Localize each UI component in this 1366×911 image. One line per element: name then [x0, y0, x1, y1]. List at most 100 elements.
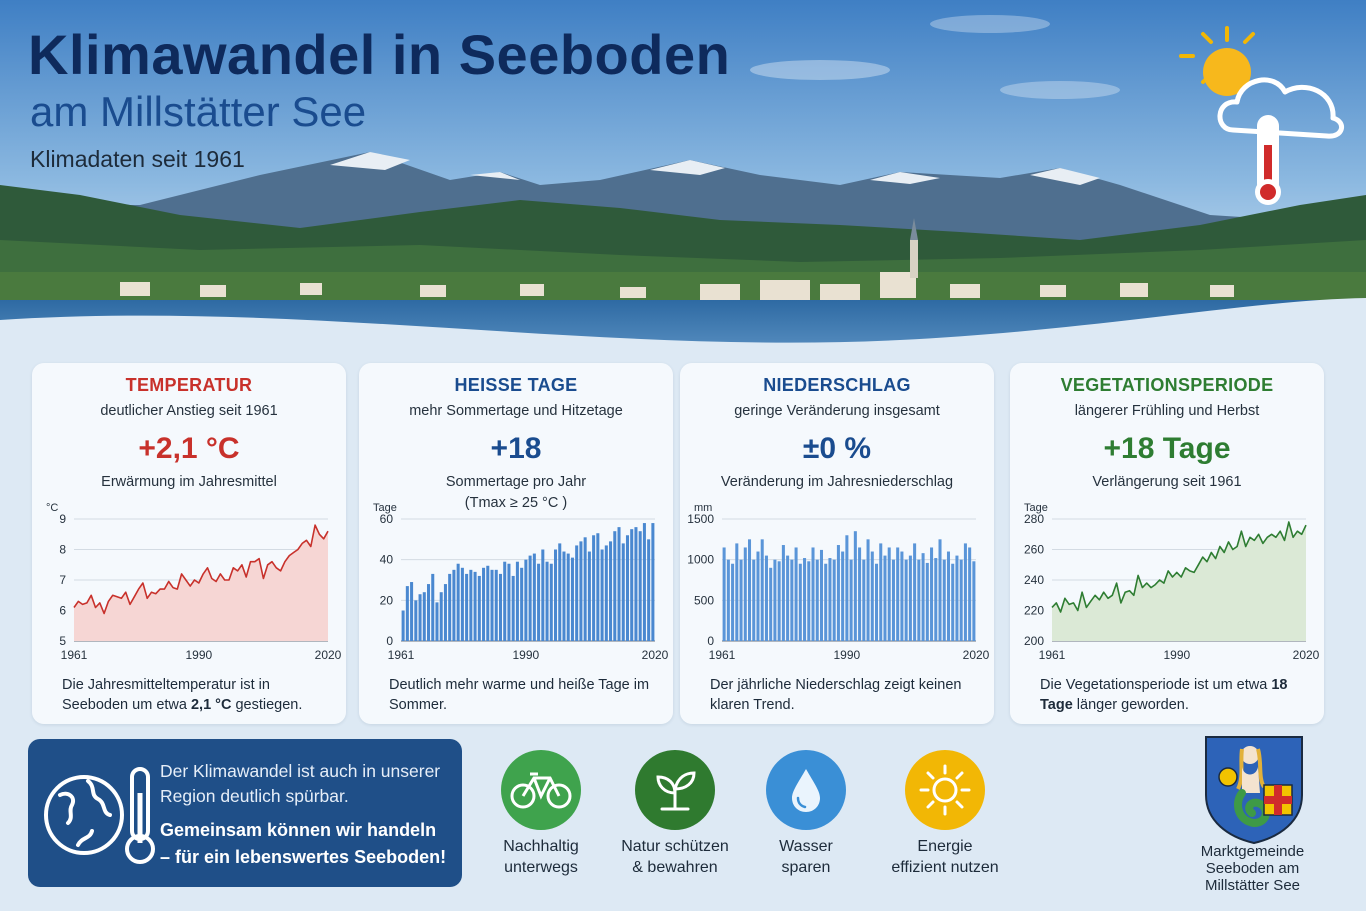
card-note: Die Vegetationsperiode ist um etwa 18 Ta…	[1040, 675, 1310, 715]
bar	[748, 539, 752, 641]
bar	[494, 569, 498, 641]
banner-call-to-action: Gemeinsam können wir handeln – für ein l…	[160, 820, 447, 867]
bar	[401, 610, 405, 641]
bar	[841, 551, 845, 641]
y-axis-unit: Tage	[373, 502, 397, 514]
bar	[951, 563, 955, 641]
bar	[469, 569, 473, 641]
action-label-line: sparen	[781, 859, 831, 876]
bar	[587, 551, 591, 641]
bar	[836, 545, 840, 641]
bar	[625, 535, 629, 641]
bar	[532, 553, 536, 641]
bar	[604, 545, 608, 641]
bar	[955, 555, 959, 641]
bar	[917, 559, 921, 641]
bar	[486, 565, 490, 641]
hot-days-chart: Tage 0 20 40 60 1961 1990 2020	[373, 502, 669, 662]
y-tick-label: 6	[59, 604, 66, 618]
bar	[418, 594, 422, 641]
y-axis-unit: mm	[694, 502, 712, 514]
action-protect-nature: Natur schützen & bewahren	[600, 750, 750, 878]
bar	[537, 563, 541, 641]
globe-thermometer-icon	[44, 767, 155, 864]
bar	[549, 563, 553, 641]
bar	[968, 547, 972, 641]
bar	[579, 541, 583, 641]
bar	[456, 563, 460, 641]
bar	[520, 567, 524, 641]
action-label-line: unterwegs	[504, 859, 578, 876]
card-value-unit: Verlängerung seit 1961	[1092, 474, 1242, 490]
bar	[942, 559, 946, 641]
bar	[972, 561, 976, 641]
coat-of-arms-icon	[1198, 733, 1310, 845]
bar	[554, 549, 558, 641]
bar	[498, 573, 502, 641]
bar	[824, 563, 828, 641]
card-description: geringe Veränderung insgesamt	[734, 403, 940, 419]
x-tick-label: 2020	[315, 648, 342, 662]
bar	[414, 600, 418, 641]
y-axis-unit: °C	[46, 502, 58, 514]
municipality-line: Marktgemeinde	[1200, 843, 1305, 860]
bar	[908, 555, 912, 641]
x-tick-label: 2020	[963, 648, 990, 662]
bar	[739, 559, 743, 641]
action-label: Energie effizient nutzen	[870, 836, 1020, 878]
x-tick-label: 1990	[185, 648, 212, 662]
action-label-line: Wasser	[779, 838, 833, 855]
card-note-bold: 18 Tage	[1040, 677, 1288, 713]
y-axis-unit: Tage	[1024, 502, 1048, 514]
bar	[439, 592, 443, 641]
bar	[777, 561, 781, 641]
page-subtitle: am Millstätter See	[30, 88, 367, 135]
bar	[798, 563, 802, 641]
x-tick-label: 1990	[833, 648, 860, 662]
bar	[913, 543, 917, 641]
card-title: HEISSE TAGE	[454, 375, 578, 395]
bar	[465, 573, 469, 641]
bar	[879, 543, 883, 641]
series-area	[74, 525, 328, 641]
bar	[904, 559, 908, 641]
vegetation-card: VEGETATIONSPERIODE längerer Frühling und…	[1010, 363, 1324, 724]
bar	[515, 561, 519, 641]
bar	[790, 559, 794, 641]
series-line	[1051, 521, 1307, 613]
data-since-label: Klimadaten seit 1961	[30, 146, 245, 172]
weather-icon	[1175, 20, 1350, 220]
bar	[448, 573, 452, 641]
bar	[862, 559, 866, 641]
bar	[803, 558, 807, 641]
bar	[807, 561, 811, 641]
bar	[891, 559, 895, 641]
bar	[773, 559, 777, 641]
card-note: Die Jahresmitteltemperatur ist in Seebod…	[62, 675, 332, 715]
bar	[405, 586, 409, 641]
bar	[503, 561, 507, 641]
bar	[743, 547, 747, 641]
bar	[452, 569, 456, 641]
action-sustainable-mobility: Nachhaltig unterwegs	[466, 750, 616, 878]
sun-icon	[905, 750, 985, 830]
temperature-card: TEMPERATUR deutlicher Anstieg seit 1961 …	[32, 363, 346, 724]
series-area	[1052, 522, 1306, 641]
bar	[638, 531, 642, 641]
card-key-value: +2,1 °C	[138, 432, 240, 465]
page-title: Klimawandel in Seeboden	[28, 23, 731, 86]
y-tick-label: 240	[1024, 573, 1044, 587]
bar	[570, 557, 574, 641]
banner-text: Der Klimawandel ist auch in unserer Regi…	[160, 761, 441, 806]
bar	[781, 545, 785, 641]
bar	[422, 592, 426, 641]
card-key-value: +18 Tage	[1103, 432, 1231, 465]
precipitation-chart: mm 0 500 1000 1500 1961 1990 2020	[687, 502, 990, 662]
bar	[647, 539, 651, 641]
card-value-unit: Erwärmung im Jahresmittel	[101, 474, 277, 490]
bar	[858, 547, 862, 641]
card-key-value: ±0 %	[802, 432, 872, 465]
card-note: Deutlich mehr warme und heiße Tage im So…	[389, 677, 650, 713]
x-tick-label: 2020	[1293, 648, 1320, 662]
climate-banner: Der Klimawandel ist auch in unserer Regi…	[28, 739, 462, 887]
